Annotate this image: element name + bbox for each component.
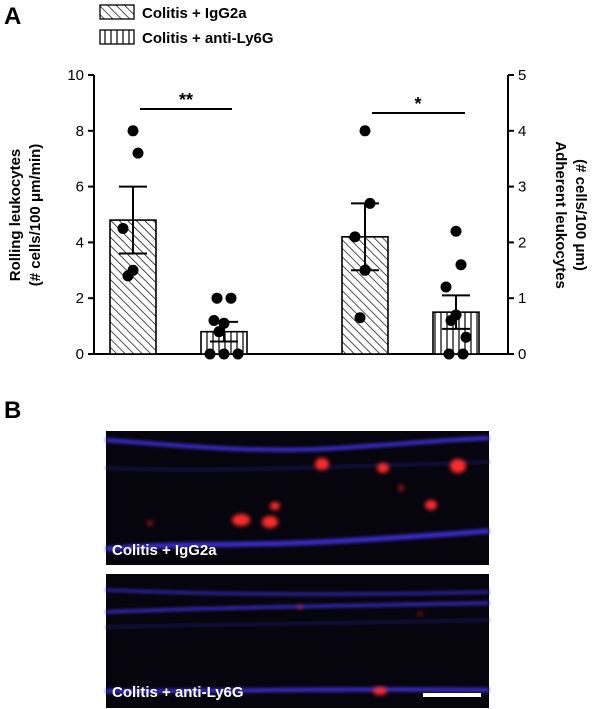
micrograph-anti-ly6g-background (106, 574, 489, 708)
legend-item-anti-ly6g: Colitis + anti-Ly6G (99, 29, 274, 47)
leukocytes-igg2a (147, 458, 466, 528)
micrograph-anti-ly6g-label: Colitis + anti-Ly6G (112, 684, 244, 701)
point-right-1-7 (457, 348, 469, 360)
point-right-0-2 (349, 231, 361, 243)
panel-a-label: A (4, 3, 21, 30)
legend-item-igg2a: Colitis + IgG2a (99, 4, 247, 22)
bar-chart: 0 2 4 6 8 10 0 1 2 3 4 5 Rolling leukocytes (# cel… (7, 67, 589, 363)
significance-label-right: * (414, 94, 421, 114)
legend-swatch-anti-ly6g (99, 29, 135, 45)
bars (109, 219, 480, 355)
point-left-0-4 (122, 270, 134, 282)
point-left-1-2 (208, 315, 220, 327)
right-tick-label-5: 5 (518, 67, 526, 84)
scale-bar (423, 693, 481, 697)
point-right-1-5 (460, 331, 472, 343)
significance-right: * (372, 94, 465, 114)
micrograph-igg2a-label: Colitis + IgG2a (112, 542, 217, 559)
right-y-axis-title-line1: Adherent leukocytes (552, 141, 569, 289)
legend: Colitis + IgG2a Colitis + anti-Ly6G (99, 4, 274, 47)
point-right-1-2 (440, 281, 452, 293)
significance-left: ** (140, 90, 232, 110)
point-left-1-5 (204, 348, 216, 360)
micrograph-anti-ly6g: Colitis + anti-Ly6G (105, 574, 490, 708)
left-tick-label-5: 10 (67, 67, 84, 84)
right-tick-label-1: 1 (518, 290, 526, 307)
panel-b-label: B (4, 397, 21, 424)
left-tick-label-3: 6 (76, 179, 84, 196)
point-left-1-0 (211, 292, 223, 304)
left-tick-label-1: 2 (76, 290, 84, 307)
left-y-ticks: 0 2 4 6 8 10 (67, 67, 94, 363)
right-tick-label-4: 4 (518, 123, 526, 140)
right-y-axis-title-line2: (# cells/100 μm) (572, 159, 589, 271)
point-left-0-1 (132, 147, 144, 159)
point-left-1-7 (232, 348, 244, 360)
right-tick-label-0: 0 (518, 346, 526, 363)
left-tick-label-2: 4 (76, 234, 84, 251)
point-right-0-3 (359, 264, 371, 276)
point-left-1-1 (225, 292, 237, 304)
point-left-0-2 (117, 222, 129, 234)
point-left-0-0 (127, 125, 139, 137)
point-left-1-6 (218, 348, 230, 360)
error-bars (119, 185, 470, 343)
point-right-0-1 (364, 197, 376, 209)
point-right-1-0 (450, 225, 462, 237)
left-y-axis-title-line1: Rolling leukocytes (7, 149, 24, 282)
right-y-ticks: 0 1 2 3 4 5 (508, 67, 526, 363)
left-y-axis-title-line2: (# cells/100 μm/min) (27, 144, 44, 287)
point-right-1-6 (443, 348, 455, 360)
left-tick-label-0: 0 (76, 346, 84, 363)
data-points (117, 125, 472, 360)
point-left-1-4 (213, 326, 225, 338)
legend-swatch-igg2a (99, 4, 135, 20)
legend-label-igg2a: Colitis + IgG2a (142, 5, 247, 22)
legend-label-anti-ly6g: Colitis + anti-Ly6G (142, 30, 274, 47)
point-left-1-3 (218, 317, 230, 329)
left-tick-label-4: 8 (76, 123, 84, 140)
point-right-0-0 (359, 125, 371, 137)
significance-label-left: ** (179, 90, 193, 110)
right-tick-label-2: 2 (518, 234, 526, 251)
point-right-1-1 (455, 259, 467, 271)
point-right-0-4 (354, 312, 366, 324)
leukocytes-anti-ly6g (297, 605, 423, 695)
vessel-walls-igg2a (105, 436, 490, 552)
micrograph-igg2a: Colitis + IgG2a (105, 431, 490, 565)
vessel-walls-anti-ly6g (105, 588, 490, 694)
right-tick-label-3: 3 (518, 179, 526, 196)
point-right-1-4 (445, 315, 457, 327)
